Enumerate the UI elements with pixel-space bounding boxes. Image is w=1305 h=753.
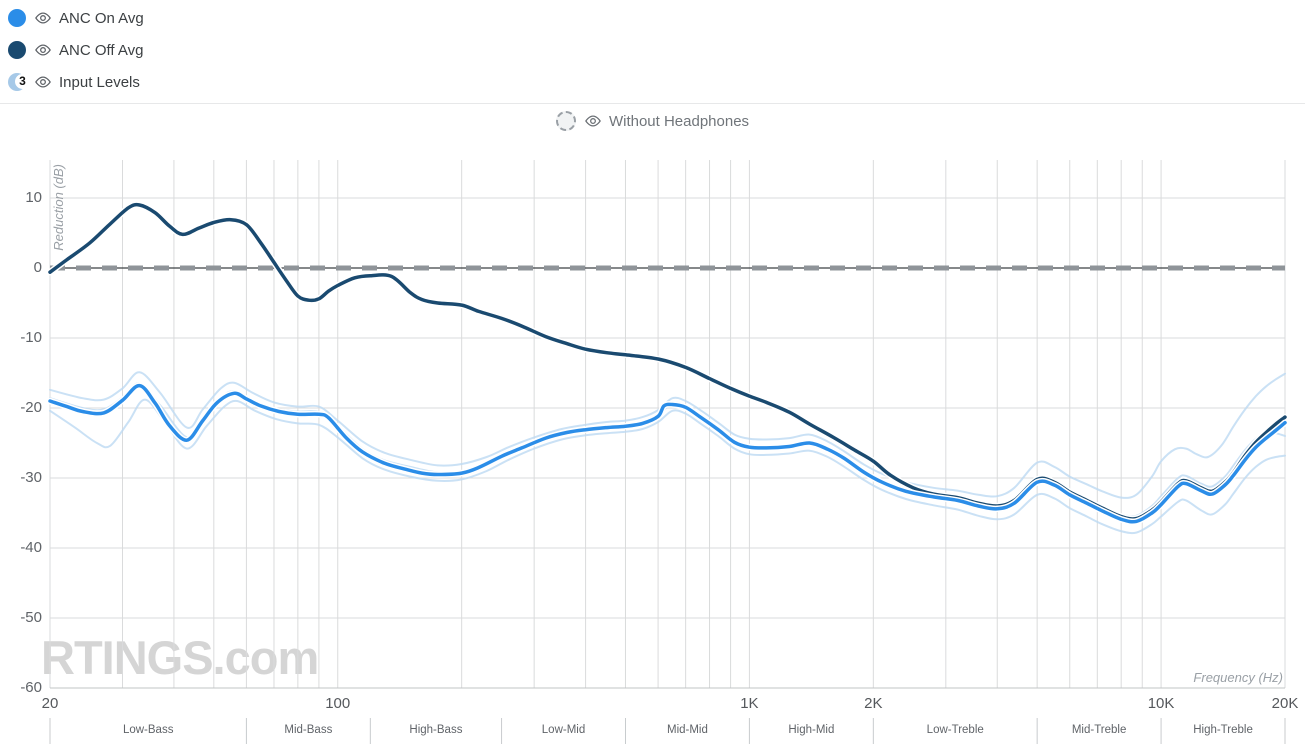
x-tick-label: 1K bbox=[740, 695, 759, 712]
y-tick-label: -10 bbox=[20, 329, 42, 346]
rtings-watermark: RTINGS.com bbox=[41, 631, 319, 684]
x-tick-label: 20K bbox=[1271, 695, 1299, 712]
y-tick-label: -60 bbox=[20, 679, 42, 696]
x-tick-label: 20 bbox=[41, 695, 59, 712]
reference-label: Without Headphones bbox=[608, 112, 750, 130]
legend-item-input-levels[interactable]: 3 Input Levels bbox=[8, 66, 144, 98]
y-tick-label: -20 bbox=[20, 399, 42, 416]
legend-label: ANC On Avg bbox=[59, 9, 144, 27]
input-level-3-curve[interactable] bbox=[49, 398, 1286, 535]
frequency-band-label: Low-Mid bbox=[541, 724, 586, 736]
x-tick-label: 100 bbox=[325, 695, 351, 712]
input-levels-color-dot: 3 bbox=[8, 73, 30, 91]
visibility-eye-icon[interactable] bbox=[584, 114, 602, 128]
x-tick-label: 10K bbox=[1147, 695, 1175, 712]
x-tick-label: 2K bbox=[864, 695, 883, 712]
frequency-band-label: Mid-Mid bbox=[666, 724, 708, 736]
anc-on-color-dot bbox=[8, 9, 26, 27]
frequency-band-label: High-Mid bbox=[788, 724, 835, 736]
x-axis-title: Frequency (Hz) bbox=[1193, 670, 1283, 685]
legend-item-anc-off[interactable]: ANC Off Avg bbox=[8, 34, 144, 66]
y-tick-label: -40 bbox=[20, 539, 42, 556]
legend-label: Input Levels bbox=[59, 73, 140, 91]
header-divider bbox=[0, 103, 1305, 104]
frequency-band-label: Low-Bass bbox=[122, 724, 174, 736]
y-tick-label: 10 bbox=[25, 189, 42, 206]
frequency-band-label: Low-Treble bbox=[926, 724, 984, 736]
legend-item-anc-on[interactable]: ANC On Avg bbox=[8, 2, 144, 34]
frequency-band-label: High-Bass bbox=[409, 724, 463, 736]
legend-label: ANC Off Avg bbox=[59, 41, 144, 59]
visibility-eye-icon[interactable] bbox=[34, 75, 52, 89]
dashed-circle-icon bbox=[555, 111, 576, 131]
series-legend: ANC On Avg ANC Off Avg 3 Input Levels bbox=[8, 2, 144, 98]
input-levels-count-badge: 3 bbox=[15, 74, 30, 89]
frequency-band-label: High-Treble bbox=[1193, 724, 1253, 736]
y-axis-title: Reduction (dB) bbox=[51, 164, 66, 251]
frequency-band-label: Mid-Treble bbox=[1071, 724, 1127, 736]
input-level-1-curve[interactable] bbox=[49, 371, 1286, 499]
y-tick-label: -50 bbox=[20, 609, 42, 626]
visibility-eye-icon[interactable] bbox=[34, 43, 52, 57]
y-tick-label: 0 bbox=[33, 259, 42, 276]
y-tick-label: -30 bbox=[20, 469, 42, 486]
visibility-eye-icon[interactable] bbox=[34, 11, 52, 25]
reference-toggle-without-headphones[interactable]: Without Headphones bbox=[0, 106, 1305, 136]
anc-off-avg-curve[interactable] bbox=[48, 202, 1287, 521]
frequency-band-label: Mid-Bass bbox=[284, 724, 333, 736]
anc-off-color-dot bbox=[8, 41, 26, 59]
anc-on-avg-curve[interactable] bbox=[48, 383, 1287, 524]
